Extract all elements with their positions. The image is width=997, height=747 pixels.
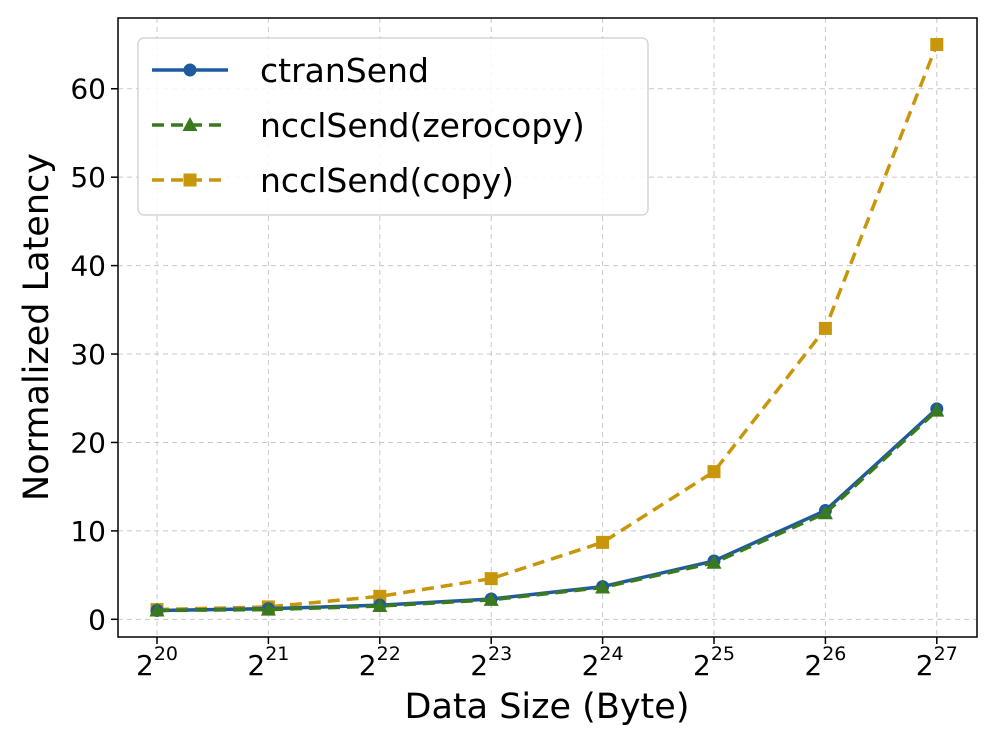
x-tick-label: 220 bbox=[136, 643, 178, 682]
y-tick-label: 0 bbox=[88, 603, 106, 636]
x-tick-base: 2 bbox=[359, 649, 377, 682]
x-tick-base: 2 bbox=[804, 649, 822, 682]
y-tick-label: 10 bbox=[70, 515, 106, 548]
legend-label: ctranSend bbox=[260, 51, 429, 90]
x-tick-exponent: 24 bbox=[599, 643, 623, 665]
series-line bbox=[156, 409, 938, 613]
y-axis: 0 10 20 30 40 50 60 bbox=[70, 73, 118, 636]
x-tick-label: 224 bbox=[582, 643, 624, 682]
y-tick-label: 30 bbox=[70, 338, 106, 371]
x-axis: 220 221 222 223 224 225 226 227 bbox=[136, 637, 958, 682]
legend-marker bbox=[183, 173, 197, 187]
data-point bbox=[817, 505, 833, 520]
legend-label: ncclSend(copy) bbox=[260, 161, 514, 200]
y-tick-label: 20 bbox=[70, 426, 106, 459]
x-tick-label: 221 bbox=[247, 643, 289, 682]
x-tick-exponent: 25 bbox=[711, 643, 735, 665]
y-axis-label: Normalized Latency bbox=[17, 153, 57, 501]
y-tick-label: 60 bbox=[70, 73, 106, 106]
data-point bbox=[930, 38, 944, 52]
x-tick-exponent: 22 bbox=[377, 643, 401, 665]
data-point bbox=[595, 579, 611, 594]
x-tick-exponent: 27 bbox=[934, 643, 958, 665]
legend: ctranSend ncclSend(zerocopy) ncclSend(copy… bbox=[137, 37, 649, 216]
data-point bbox=[483, 591, 499, 606]
x-tick-label: 222 bbox=[359, 643, 401, 682]
x-tick-exponent: 21 bbox=[265, 643, 289, 665]
x-tick-label: 225 bbox=[693, 643, 735, 682]
data-point bbox=[260, 601, 276, 616]
x-tick-base: 2 bbox=[916, 649, 934, 682]
x-tick-base: 2 bbox=[470, 649, 488, 682]
data-point bbox=[484, 572, 498, 586]
x-tick-base: 2 bbox=[693, 649, 711, 682]
data-point bbox=[706, 554, 722, 569]
x-tick-label: 226 bbox=[804, 643, 846, 682]
x-axis-label: Data Size (Byte) bbox=[405, 687, 690, 727]
x-tick-exponent: 20 bbox=[154, 643, 178, 665]
x-tick-exponent: 26 bbox=[822, 643, 846, 665]
legend-item: ctranSend bbox=[152, 51, 429, 90]
series-ncclsend-zerocopy bbox=[149, 402, 945, 617]
legend-marker bbox=[182, 117, 198, 131]
x-tick-base: 2 bbox=[136, 649, 154, 682]
legend-item: ncclSend(zerocopy) bbox=[152, 106, 585, 145]
data-point bbox=[707, 465, 721, 479]
y-tick-label: 40 bbox=[70, 250, 106, 283]
legend-label: ncclSend(zerocopy) bbox=[260, 106, 585, 145]
legend-box bbox=[137, 37, 649, 216]
legend-item: ncclSend(copy) bbox=[152, 161, 514, 200]
data-point bbox=[596, 535, 610, 549]
data-point bbox=[149, 602, 165, 617]
series-layer bbox=[149, 38, 945, 617]
x-tick-label: 223 bbox=[470, 643, 512, 682]
x-tick-base: 2 bbox=[247, 649, 265, 682]
data-point bbox=[818, 321, 832, 335]
data-point bbox=[929, 402, 945, 417]
x-tick-exponent: 23 bbox=[488, 643, 512, 665]
x-tick-label: 227 bbox=[916, 643, 958, 682]
y-tick-label: 50 bbox=[70, 161, 106, 194]
legend-marker bbox=[183, 63, 197, 77]
x-tick-base: 2 bbox=[582, 649, 600, 682]
plot-frame bbox=[117, 17, 978, 638]
data-point bbox=[372, 598, 388, 613]
